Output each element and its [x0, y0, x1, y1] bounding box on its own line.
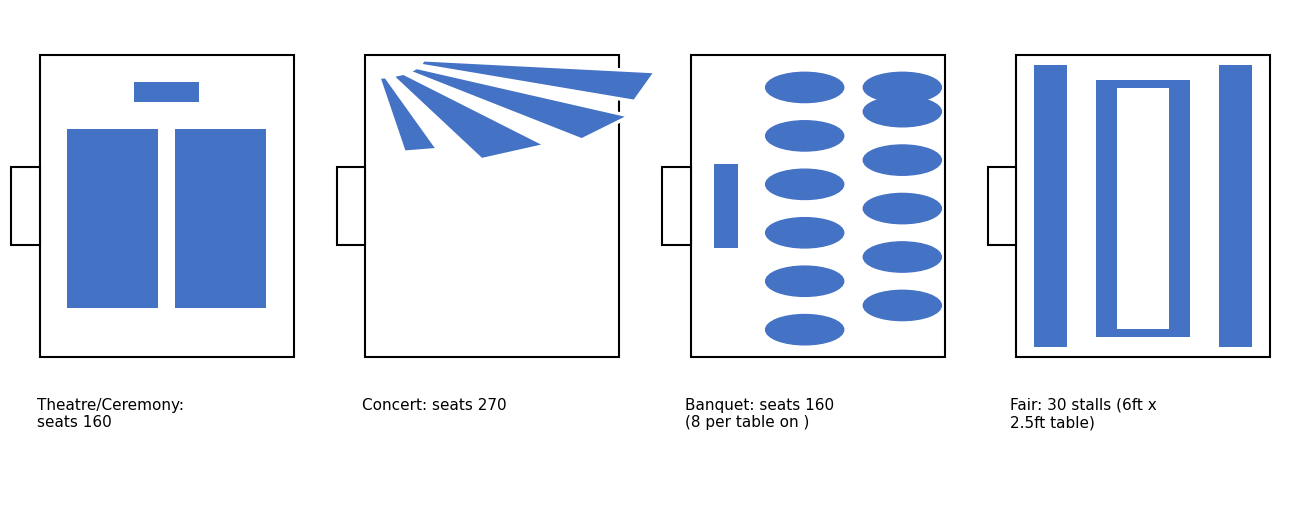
Bar — [41, 54, 293, 358]
Text: Theatre/Ceremony:
seats 160: Theatre/Ceremony: seats 160 — [37, 398, 183, 430]
Polygon shape — [419, 60, 656, 102]
Ellipse shape — [863, 242, 942, 272]
Polygon shape — [409, 67, 630, 140]
Bar — [714, 164, 738, 248]
Bar — [690, 54, 945, 358]
Ellipse shape — [765, 121, 844, 151]
Bar — [337, 167, 365, 245]
Ellipse shape — [765, 314, 844, 345]
Bar — [988, 167, 1017, 245]
Text: Concert: seats 270: Concert: seats 270 — [362, 398, 507, 413]
Ellipse shape — [863, 96, 942, 127]
Bar — [1220, 65, 1252, 347]
Ellipse shape — [765, 169, 844, 200]
Text: Banquet: seats 160
(8 per table on ): Banquet: seats 160 (8 per table on ) — [685, 398, 834, 430]
Bar — [662, 167, 690, 245]
Bar — [1035, 65, 1066, 347]
Bar — [365, 54, 620, 358]
Ellipse shape — [863, 145, 942, 175]
Ellipse shape — [863, 72, 942, 103]
Polygon shape — [379, 76, 438, 152]
Ellipse shape — [863, 193, 942, 224]
Bar — [135, 83, 199, 102]
Text: Fair: 30 stalls (6ft x
2.5ft table): Fair: 30 stalls (6ft x 2.5ft table) — [1010, 398, 1157, 430]
Ellipse shape — [765, 266, 844, 297]
Bar — [12, 167, 41, 245]
Bar — [1096, 80, 1189, 337]
Ellipse shape — [765, 218, 844, 248]
Ellipse shape — [863, 290, 942, 321]
Bar — [1117, 88, 1169, 329]
Polygon shape — [392, 73, 546, 160]
Bar — [67, 129, 159, 308]
Bar — [1017, 54, 1269, 358]
Ellipse shape — [765, 72, 844, 103]
Bar — [176, 129, 266, 308]
